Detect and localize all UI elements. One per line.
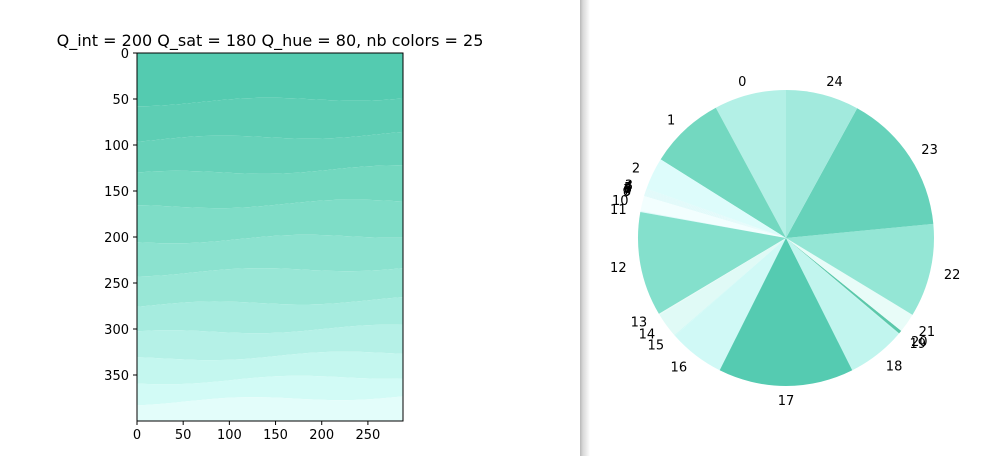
x-tick-label: 150 [263,428,288,443]
heatmap-band [137,375,403,406]
pie-slice [637,211,786,314]
x-tick-label: 100 [217,428,242,443]
pie-label: 9 [623,186,631,201]
pie-label: 13 [631,316,648,331]
pie-label: 7 [623,183,631,198]
heatmap-y-axis: 0 50 100 150 200 250 300 350 [104,47,137,384]
x-tick-label: 250 [355,428,380,443]
y-tick-label: 50 [112,93,129,108]
pie-label: 4 [624,180,632,195]
pie-slice [786,238,900,335]
pie-slice [646,159,786,238]
heatmap-band [137,324,403,361]
pie-slice [644,192,786,238]
pie-label: 23 [921,143,938,158]
pie-slice [786,238,899,371]
pie-slice [786,238,913,331]
heatmap-band [137,396,403,421]
pie-slices [637,90,934,386]
y-tick-label: 250 [104,277,129,292]
heatmap-band [137,297,403,334]
pie-slice [786,223,934,315]
pie-slice [715,90,786,238]
x-tick-label: 0 [133,428,141,443]
panel-divider [580,0,590,456]
heatmap-band [137,268,403,307]
x-tick-label: 50 [175,428,192,443]
y-tick-label: 100 [104,139,129,154]
pie-slice [659,238,786,336]
pie-label: 18 [886,360,903,375]
pie-label: 22 [944,268,961,283]
pie-slice [658,238,786,315]
heatmap-band [137,351,403,385]
pie-slice [660,107,786,238]
pie-label: 12 [610,261,627,276]
heatmap-band [137,199,403,244]
pie-slice [786,108,934,238]
pie-slice [640,196,786,238]
pie-label: 17 [778,394,795,409]
pie-slice [646,188,786,238]
pie-label: 5 [624,181,632,196]
heatmap-band [137,53,403,107]
pie-slice [786,90,858,238]
x-tick-label: 200 [309,428,334,443]
y-tick-label: 300 [104,323,129,338]
pie-label: 6 [624,182,632,197]
pie-label: 19 [910,337,927,352]
pie-slice [644,193,786,238]
pie-label: 20 [911,335,928,350]
pie-label: 2 [632,162,640,177]
pie-label: 10 [612,194,629,209]
y-tick-label: 0 [121,47,129,62]
pie-label: 14 [639,328,656,343]
pie-label: 16 [671,360,688,375]
pie-slice [645,190,786,238]
pie-label: 8 [623,184,631,199]
y-tick-label: 150 [104,185,129,200]
pie-label: 0 [738,75,746,90]
pie-label: 3 [625,179,633,194]
heatmap-band [137,97,403,142]
right-figure-panel: 0 1 2 3 4 5 6 7 8 9 10 11 12 13 14 15 16 17 18 19 20 21 22 23 24 [590,0,992,456]
pie-label: 11 [610,203,627,218]
pie-slice [674,238,786,336]
heatmap-title: Q_int = 200 Q_sat = 180 Q_hue = 80, nb c… [57,31,484,51]
pie-label: 15 [648,339,665,354]
heatmap-image [137,53,403,421]
pie-slice [786,238,902,334]
y-tick-label: 350 [104,369,129,384]
heatmap-band [137,234,403,277]
pie-slice [640,210,786,238]
pie-label: 1 [667,114,675,129]
pie-label: 24 [826,75,843,90]
pie-slice [644,194,786,238]
pie-slice [675,238,786,371]
heatmap-x-axis: 0 50 100 150 200 250 [133,421,380,443]
heatmap-chart: Q_int = 200 Q_sat = 180 Q_hue = 80, nb c… [57,31,484,443]
heatmap-band [137,131,403,174]
pie-slice [719,238,853,386]
left-figure-panel: Q_int = 200 Q_sat = 180 Q_hue = 80, nb c… [56,31,484,443]
pie-label: 21 [919,325,936,340]
pie-slice [645,189,786,238]
y-tick-label: 200 [104,231,129,246]
heatmap-band [137,165,403,209]
pie-slice [645,191,786,238]
